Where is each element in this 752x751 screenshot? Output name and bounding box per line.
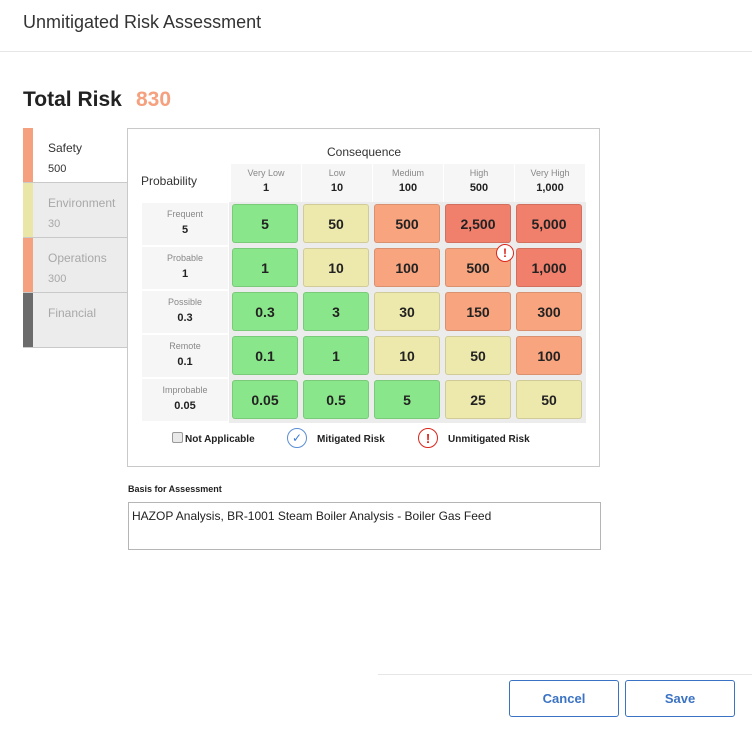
tab-color-bar (23, 238, 33, 292)
tab-color-bar (23, 293, 33, 347)
consequence-title: Consequence (327, 145, 402, 159)
total-risk-value: 830 (136, 88, 172, 111)
basis-for-assessment-field[interactable]: HAZOP Analysis, BR-1001 Steam Boiler Ana… (128, 502, 601, 550)
row-label: Improbable (162, 385, 208, 395)
column-header: Very High 1,000 (515, 164, 585, 202)
risk-cell[interactable]: 0.3 (232, 292, 298, 331)
risk-cell[interactable]: 25 (445, 380, 511, 419)
tab-label: Environment (48, 196, 116, 210)
column-value: 1,000 (536, 182, 564, 194)
risk-cell[interactable]: 0.05 (232, 380, 298, 419)
tab-operations[interactable]: Operations 300 (23, 238, 128, 293)
tab-color-bar (23, 183, 33, 237)
row-value: 0.3 (177, 312, 193, 324)
risk-cell[interactable]: 0.5 (303, 380, 369, 419)
risk-cell[interactable]: 5 (374, 380, 440, 419)
mitigated-risk-label: Mitigated Risk (317, 434, 385, 445)
risk-cell[interactable]: 300 (516, 292, 582, 331)
column-label: Very Low (247, 168, 285, 178)
row-header: Possible 0.3 (142, 291, 228, 333)
row-header: Improbable 0.05 (142, 379, 228, 421)
row-header: Frequent 5 (142, 203, 228, 245)
risk-cell[interactable]: 3 (303, 292, 369, 331)
risk-category-tabs: Safety 500 Environment 30 Operations 300… (23, 128, 129, 348)
column-label: High (469, 168, 489, 178)
tab-label: Safety (48, 141, 83, 155)
basis-label: Basis for Assessment (128, 484, 222, 494)
risk-cell[interactable]: 50 (516, 380, 582, 419)
row-label: Probable (166, 253, 204, 263)
column-header: Medium 100 (373, 164, 443, 202)
column-label: Medium (391, 168, 424, 178)
row-label: Possible (167, 297, 203, 307)
risk-cell[interactable]: 1,000 (516, 248, 582, 287)
risk-cell[interactable]: 5,000 (516, 204, 582, 243)
risk-cell[interactable]: 100 (516, 336, 582, 375)
risk-cell[interactable]: 10 (303, 248, 369, 287)
risk-cell[interactable]: 100 (374, 248, 440, 287)
row-value: 1 (181, 268, 189, 280)
column-value: 100 (398, 182, 418, 194)
row-label: Frequent (166, 209, 204, 219)
risk-cell[interactable]: 1 (303, 336, 369, 375)
check-circle-icon: ✓ (287, 428, 307, 448)
tab-value: 500 (48, 163, 67, 175)
dialog-header: Unmitigated Risk Assessment (0, 0, 752, 52)
tab-financial[interactable]: Financial (23, 293, 128, 348)
risk-cell[interactable]: 150 (445, 292, 511, 331)
dialog-title: Unmitigated Risk Assessment (23, 12, 262, 32)
risk-cell[interactable]: 0.1 (232, 336, 298, 375)
risk-cell[interactable]: 5 (232, 204, 298, 243)
probability-title: Probability (141, 174, 198, 188)
row-value: 0.05 (174, 400, 196, 412)
risk-cell[interactable]: 1 (232, 248, 298, 287)
row-header: Remote 0.1 (142, 335, 228, 377)
tab-environment[interactable]: Environment 30 (23, 183, 128, 238)
risk-cell[interactable]: 10 (374, 336, 440, 375)
tab-label: Operations (48, 251, 107, 265)
row-value: 5 (181, 224, 189, 236)
column-header: High 500 (444, 164, 514, 202)
tab-color-bar (23, 128, 33, 182)
exclamation-circle-icon: ! (418, 428, 438, 448)
column-header: Very Low 1 (231, 164, 301, 202)
not-applicable-label: Not Applicable (185, 434, 255, 445)
not-applicable-checkbox[interactable] (172, 432, 183, 443)
row-label: Remote (169, 341, 201, 351)
risk-matrix-panel: Consequence Probability Very Low 1 Low 10 Me… (127, 128, 600, 467)
risk-cell[interactable]: 500 (374, 204, 440, 243)
cancel-button[interactable]: Cancel (509, 680, 619, 717)
column-label: Low (328, 168, 346, 178)
unmitigated-risk-label: Unmitigated Risk (448, 434, 530, 445)
save-button[interactable]: Save (625, 680, 735, 717)
risk-cell[interactable]: 2,500 (445, 204, 511, 243)
column-header: Low 10 (302, 164, 372, 202)
unmitigated-marker-icon: ! (496, 244, 514, 262)
footer-divider (378, 674, 752, 675)
tab-safety[interactable]: Safety 500 (23, 128, 129, 183)
total-risk-label: Total Risk (23, 88, 122, 111)
row-header: Probable 1 (142, 247, 228, 289)
column-value: 10 (330, 182, 344, 194)
column-value: 500 (469, 182, 489, 194)
risk-cell[interactable]: 50 (445, 336, 511, 375)
tab-value: 30 (48, 218, 61, 230)
tab-label: Financial (48, 306, 97, 320)
column-value: 1 (262, 182, 270, 194)
risk-cell[interactable]: 50 (303, 204, 369, 243)
risk-cell[interactable]: 30 (374, 292, 440, 331)
column-label: Very High (530, 168, 570, 178)
row-value: 0.1 (177, 356, 193, 368)
tab-value: 300 (48, 273, 67, 285)
